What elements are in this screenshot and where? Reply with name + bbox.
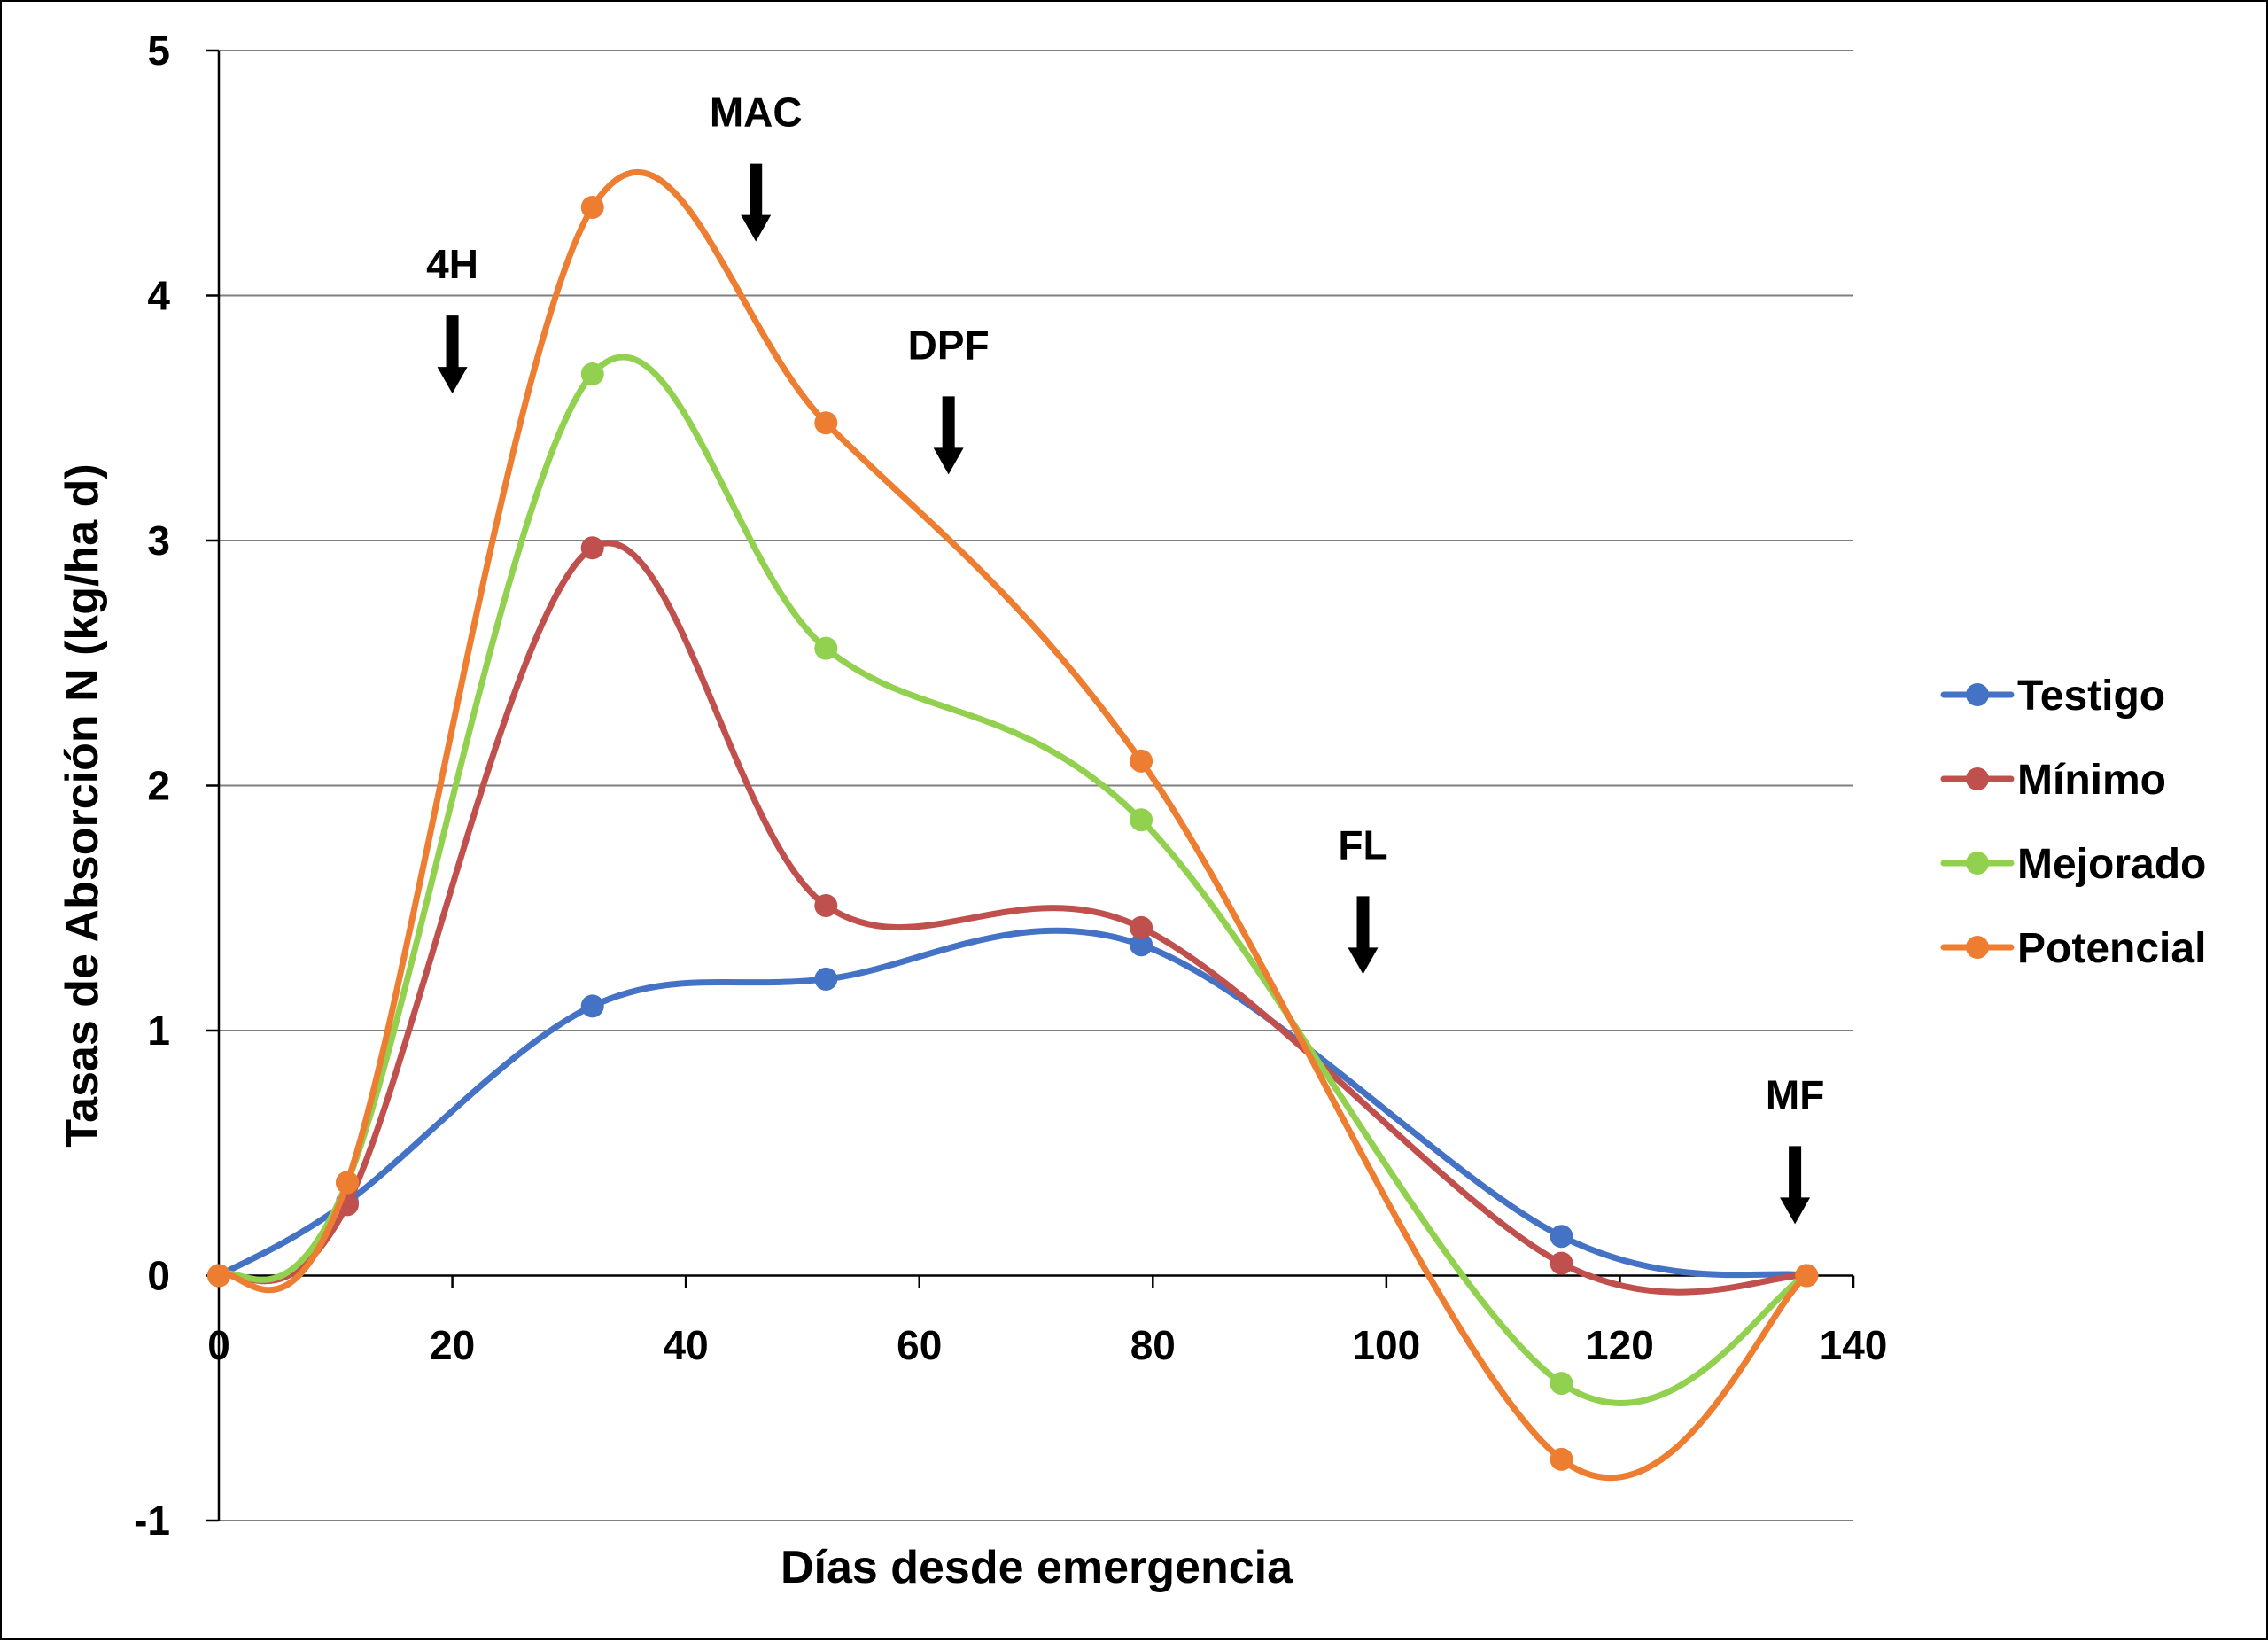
x-tick-label: 140	[1820, 1322, 1888, 1368]
data-point-mejorado-32	[580, 362, 604, 385]
tick-labels: -1 0 1 2 3 4 5 0 20 40 60 80 100 120 140	[134, 27, 1887, 1544]
legend-marker-mejorado	[1966, 852, 1989, 875]
legend-marker-potencial	[1966, 936, 1989, 959]
legend-label-minimo: Mínimo	[2017, 757, 2166, 804]
annotation-dpf: DPF	[908, 322, 990, 368]
y-axis-title: Tasas de Absorción N (kg/ha d)	[57, 463, 108, 1147]
arrow-dpf-icon	[933, 396, 964, 475]
data-point-mejorado-52	[814, 636, 838, 660]
annotation-4h: 4H	[426, 241, 478, 287]
data-point-potencial-32	[580, 195, 604, 219]
series-lines	[207, 168, 1819, 1481]
x-tick-label: 120	[1586, 1322, 1654, 1368]
y-tick-label: 1	[147, 1008, 170, 1054]
legend-label-mejorado: Mejorado	[2017, 841, 2206, 888]
data-point-testigo-79	[1130, 933, 1153, 957]
arrow-fl-icon	[1348, 896, 1379, 975]
series-line-testigo	[215, 927, 1810, 1279]
legend-marker-minimo	[1966, 767, 1989, 790]
legend: Testigo Mínimo Mejorado Potencial	[1940, 673, 2206, 972]
series-line-minimo	[215, 540, 1810, 1296]
arrow-mac-icon	[741, 163, 772, 242]
arrow-mf-icon	[1780, 1146, 1811, 1225]
x-tick-label: 20	[430, 1322, 475, 1368]
data-point-minimo-115	[1550, 1251, 1573, 1275]
data-point-potencial-115	[1550, 1447, 1573, 1471]
legend-label-potencial: Potencial	[2017, 925, 2206, 972]
y-tick-label: 0	[147, 1253, 170, 1299]
annotation-mac: MAC	[710, 89, 803, 136]
y-tick-label: 3	[147, 518, 170, 564]
legend-marker-testigo	[1966, 683, 1989, 706]
annotation-fl: FL	[1338, 821, 1387, 868]
x-tick-label: 100	[1352, 1322, 1420, 1368]
x-axis-title: Días desde emergencia	[781, 1542, 1293, 1593]
y-tick-label: 4	[147, 273, 170, 319]
data-point-mejorado-79	[1130, 808, 1153, 832]
x-tick-label: 0	[207, 1322, 230, 1368]
data-point-minimo-52	[814, 893, 838, 917]
x-tick-label: 80	[1130, 1322, 1176, 1368]
annotation-mf: MF	[1766, 1071, 1824, 1117]
legend-label-testigo: Testigo	[2017, 673, 2165, 720]
arrow-4h-icon	[437, 315, 468, 394]
data-point-testigo-32	[580, 994, 604, 1018]
data-point-potencial-52	[814, 411, 838, 435]
y-tick-label: 2	[147, 763, 170, 809]
data-point-potencial-0	[207, 1264, 230, 1288]
y-tick-label: 5	[147, 27, 170, 74]
x-tick-label: 60	[897, 1322, 942, 1368]
x-tick-label: 40	[664, 1322, 709, 1368]
data-point-potencial-79	[1130, 749, 1153, 773]
data-point-potencial-136	[1795, 1264, 1819, 1288]
stage-annotations: 4H MAC DPF FL MF	[426, 89, 1824, 1225]
data-point-mejorado-115	[1550, 1372, 1573, 1396]
data-point-testigo-115	[1550, 1225, 1573, 1249]
y-tick-label: -1	[134, 1498, 170, 1544]
data-point-minimo-32	[580, 536, 604, 560]
data-point-testigo-52	[814, 967, 838, 991]
data-point-potencial-11	[335, 1171, 359, 1195]
data-point-minimo-79	[1130, 915, 1153, 939]
